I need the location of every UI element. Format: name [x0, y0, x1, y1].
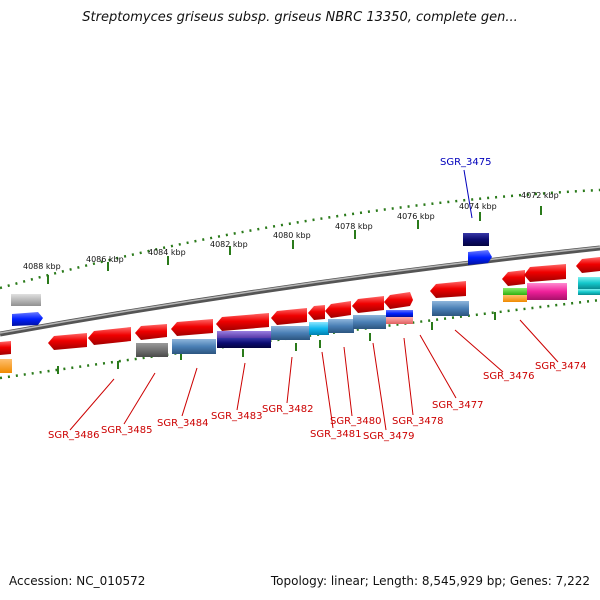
gene-feature[interactable]	[308, 305, 325, 320]
gene-label-sgr-3481[interactable]: SGR_3481	[310, 429, 362, 440]
gene-feature[interactable]	[216, 313, 269, 331]
gene-feature[interactable]	[88, 327, 131, 345]
gene-feature[interactable]	[0, 359, 12, 373]
gene-feature[interactable]	[503, 288, 527, 295]
gene-feature[interactable]	[578, 289, 600, 295]
gene-feature[interactable]	[502, 270, 525, 286]
scale-ring-inner	[0, 298, 600, 380]
gene-label-sgr-3478[interactable]: SGR_3478	[392, 416, 444, 427]
gene-feature[interactable]	[217, 331, 271, 339]
gene-feature[interactable]	[524, 264, 566, 282]
gene-feature[interactable]	[12, 312, 43, 326]
scale-label-4086: 4086 kbp	[86, 255, 124, 264]
scale-label-4076: 4076 kbp	[397, 212, 435, 221]
topology-summary: Topology: linear; Length: 8,545,929 bp; …	[270, 574, 590, 588]
gene-feature[interactable]	[271, 308, 307, 325]
reverse-strand-genes	[0, 292, 469, 373]
gene-feature[interactable]	[384, 292, 413, 309]
gene-feature[interactable]	[271, 326, 310, 340]
gene-feature[interactable]	[172, 339, 216, 354]
gene-feature[interactable]	[432, 301, 469, 316]
gene-feature[interactable]	[352, 296, 384, 313]
gene-feature[interactable]	[328, 319, 354, 333]
forward-strand-genes	[11, 233, 600, 326]
gene-feature[interactable]	[136, 343, 168, 357]
gene-feature[interactable]	[578, 277, 600, 289]
gene-feature[interactable]	[503, 295, 527, 302]
gene-label-sgr-3485[interactable]: SGR_3485	[101, 425, 153, 436]
gene-label-sgr-3486[interactable]: SGR_3486	[48, 430, 100, 441]
gene-label-sgr-3483[interactable]: SGR_3483	[211, 411, 263, 422]
gene-label-sgr-3480[interactable]: SGR_3480	[330, 416, 382, 427]
gene-labels: SGR_3486 SGR_3485 SGR_3484 SGR_3483 SGR_…	[48, 157, 587, 442]
gene-feature[interactable]	[468, 250, 492, 265]
gene-feature[interactable]	[48, 333, 87, 350]
gene-label-sgr-3484[interactable]: SGR_3484	[157, 418, 209, 429]
gene-feature[interactable]	[353, 315, 386, 329]
gene-feature[interactable]	[576, 257, 600, 273]
gene-label-sgr-3474[interactable]: SGR_3474	[535, 361, 587, 372]
scale-ticks-outer	[47, 206, 542, 284]
gene-feature[interactable]	[11, 294, 41, 306]
scale-label-4084: 4084 kbp	[148, 248, 186, 257]
scale-label-4080: 4080 kbp	[273, 231, 311, 240]
scale-label-4088: 4088 kbp	[23, 262, 61, 271]
gene-label-sgr-3477[interactable]: SGR_3477	[432, 400, 484, 411]
scale-labels: 4088 kbp 4086 kbp 4084 kbp 4082 kbp 4080…	[23, 191, 559, 271]
gene-feature[interactable]	[463, 233, 489, 246]
map-title: Streptomyces griseus subsp. griseus NBRC…	[82, 10, 518, 25]
scale-label-4072: 4072 kbp	[521, 191, 559, 200]
gene-feature[interactable]	[386, 310, 413, 317]
gene-label-sgr-3482[interactable]: SGR_3482	[262, 404, 314, 415]
gene-feature[interactable]	[527, 283, 567, 300]
gene-feature[interactable]	[217, 338, 271, 348]
gene-label-sgr-3476[interactable]: SGR_3476	[483, 371, 535, 382]
leader-lines	[69, 169, 559, 431]
gene-feature[interactable]	[0, 341, 11, 355]
accession-text: Accession: NC_010572	[9, 574, 146, 588]
gene-feature[interactable]	[171, 319, 213, 336]
gene-feature[interactable]	[135, 324, 167, 340]
scale-label-4074: 4074 kbp	[459, 202, 497, 211]
gene-feature[interactable]	[430, 281, 466, 298]
scale-label-4078: 4078 kbp	[335, 222, 373, 231]
gene-label-sgr-3475[interactable]: SGR_3475	[440, 157, 492, 168]
gene-label-sgr-3479[interactable]: SGR_3479	[363, 431, 415, 442]
scale-label-4082: 4082 kbp	[210, 240, 248, 249]
genome-backbone-highlight	[0, 246, 600, 334]
gene-feature[interactable]	[309, 322, 329, 335]
genome-backbone	[0, 245, 600, 337]
gene-feature[interactable]	[325, 301, 351, 318]
gene-feature[interactable]	[386, 317, 413, 324]
